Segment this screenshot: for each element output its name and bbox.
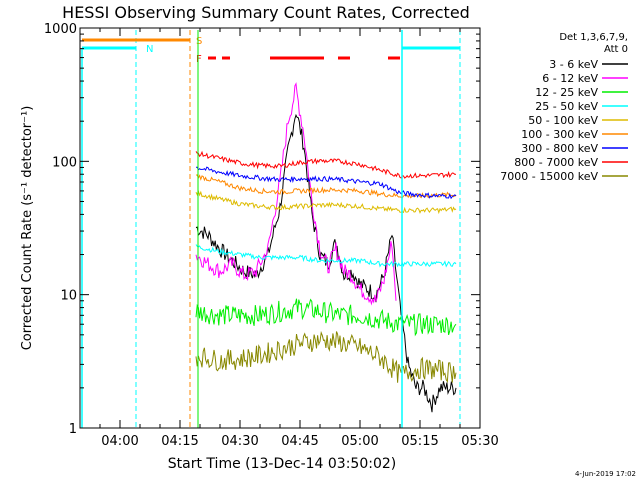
series-line xyxy=(195,298,457,337)
series-line xyxy=(195,189,457,215)
series-layer xyxy=(195,82,457,413)
legend-label: 6 - 12 keV xyxy=(542,72,598,85)
annotation-layer: N SF xyxy=(81,30,461,428)
y-tick-label: 1000 xyxy=(44,22,77,37)
x-tick-label: 04:00 xyxy=(101,434,138,449)
y-tick-label: 1 xyxy=(69,422,77,437)
plot-frame xyxy=(79,27,481,429)
x-tick-label: 04:15 xyxy=(161,434,198,449)
y-axis-label: Corrected Count Rate (s⁻¹ detector⁻¹) xyxy=(20,106,35,351)
legend-label: 7000 - 15000 keV xyxy=(500,170,598,183)
legend-header: Det 1,3,6,7,9, xyxy=(559,32,628,43)
series-line xyxy=(195,330,457,384)
x-tick-label: 04:30 xyxy=(221,434,258,449)
legend-label: 3 - 6 keV xyxy=(549,58,598,71)
x-tick-label: 05:00 xyxy=(341,434,378,449)
legend-label: 300 - 800 keV xyxy=(521,142,598,155)
x-tick-label: 04:45 xyxy=(281,434,318,449)
series-line xyxy=(195,150,457,179)
saa-label: S xyxy=(196,36,202,47)
series-line xyxy=(195,244,457,268)
x-axis: 04:00 04:15 04:30 04:45 05:00 05:15 05:30 xyxy=(79,28,499,449)
flare-label: F xyxy=(196,54,202,65)
legend-label: 100 - 300 keV xyxy=(521,128,598,141)
legend-header: Att 0 xyxy=(604,44,628,55)
x-tick-label: 05:15 xyxy=(401,434,438,449)
x-tick-label: 05:30 xyxy=(461,434,498,449)
legend-label: 800 - 7000 keV xyxy=(514,156,598,169)
series-line xyxy=(195,82,397,306)
night-label: N xyxy=(146,44,153,55)
timestamp: 4-Jun-2019 17:02 xyxy=(575,470,636,478)
y-axis: 1 10 100 1000 xyxy=(44,22,480,437)
x-axis-label: Start Time (13-Dec-14 03:50:02) xyxy=(168,456,396,472)
series-line xyxy=(195,174,457,199)
legend-label: 25 - 50 keV xyxy=(535,100,598,113)
chart-title: HESSI Observing Summary Count Rates, Cor… xyxy=(62,3,470,22)
y-tick-label: 100 xyxy=(52,155,77,170)
legend-label: 50 - 100 keV xyxy=(528,114,598,127)
series-line xyxy=(196,166,457,200)
legend-label: 12 - 25 keV xyxy=(535,86,598,99)
y-tick-label: 10 xyxy=(60,289,77,304)
